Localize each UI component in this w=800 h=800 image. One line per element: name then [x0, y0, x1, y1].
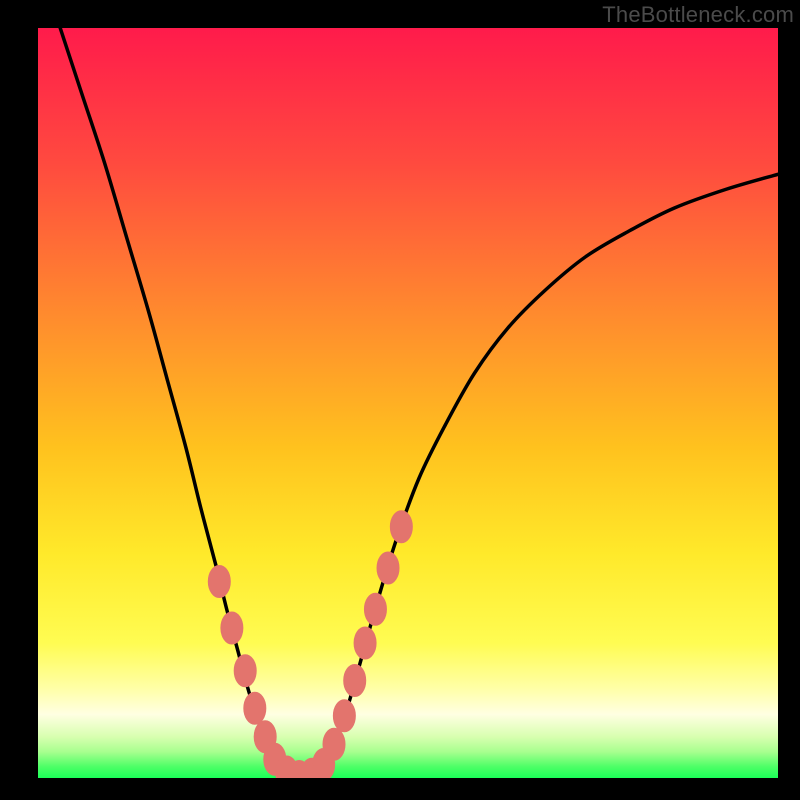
plot-svg	[38, 28, 778, 778]
curve-marker	[244, 692, 266, 724]
watermark-text: TheBottleneck.com	[602, 2, 794, 28]
curve-marker	[333, 700, 355, 732]
curve-marker	[390, 511, 412, 543]
chart-stage: TheBottleneck.com	[0, 0, 800, 800]
curve-marker	[354, 627, 376, 659]
plot-area	[38, 28, 778, 778]
curve-marker	[234, 655, 256, 687]
curve-markers	[208, 511, 412, 778]
bottleneck-curve	[60, 28, 778, 778]
curve-marker	[364, 593, 386, 625]
curve-marker	[208, 566, 230, 598]
curve-marker	[377, 552, 399, 584]
curve-marker	[344, 665, 366, 697]
curve-marker	[323, 728, 345, 760]
curve-marker	[221, 612, 243, 644]
